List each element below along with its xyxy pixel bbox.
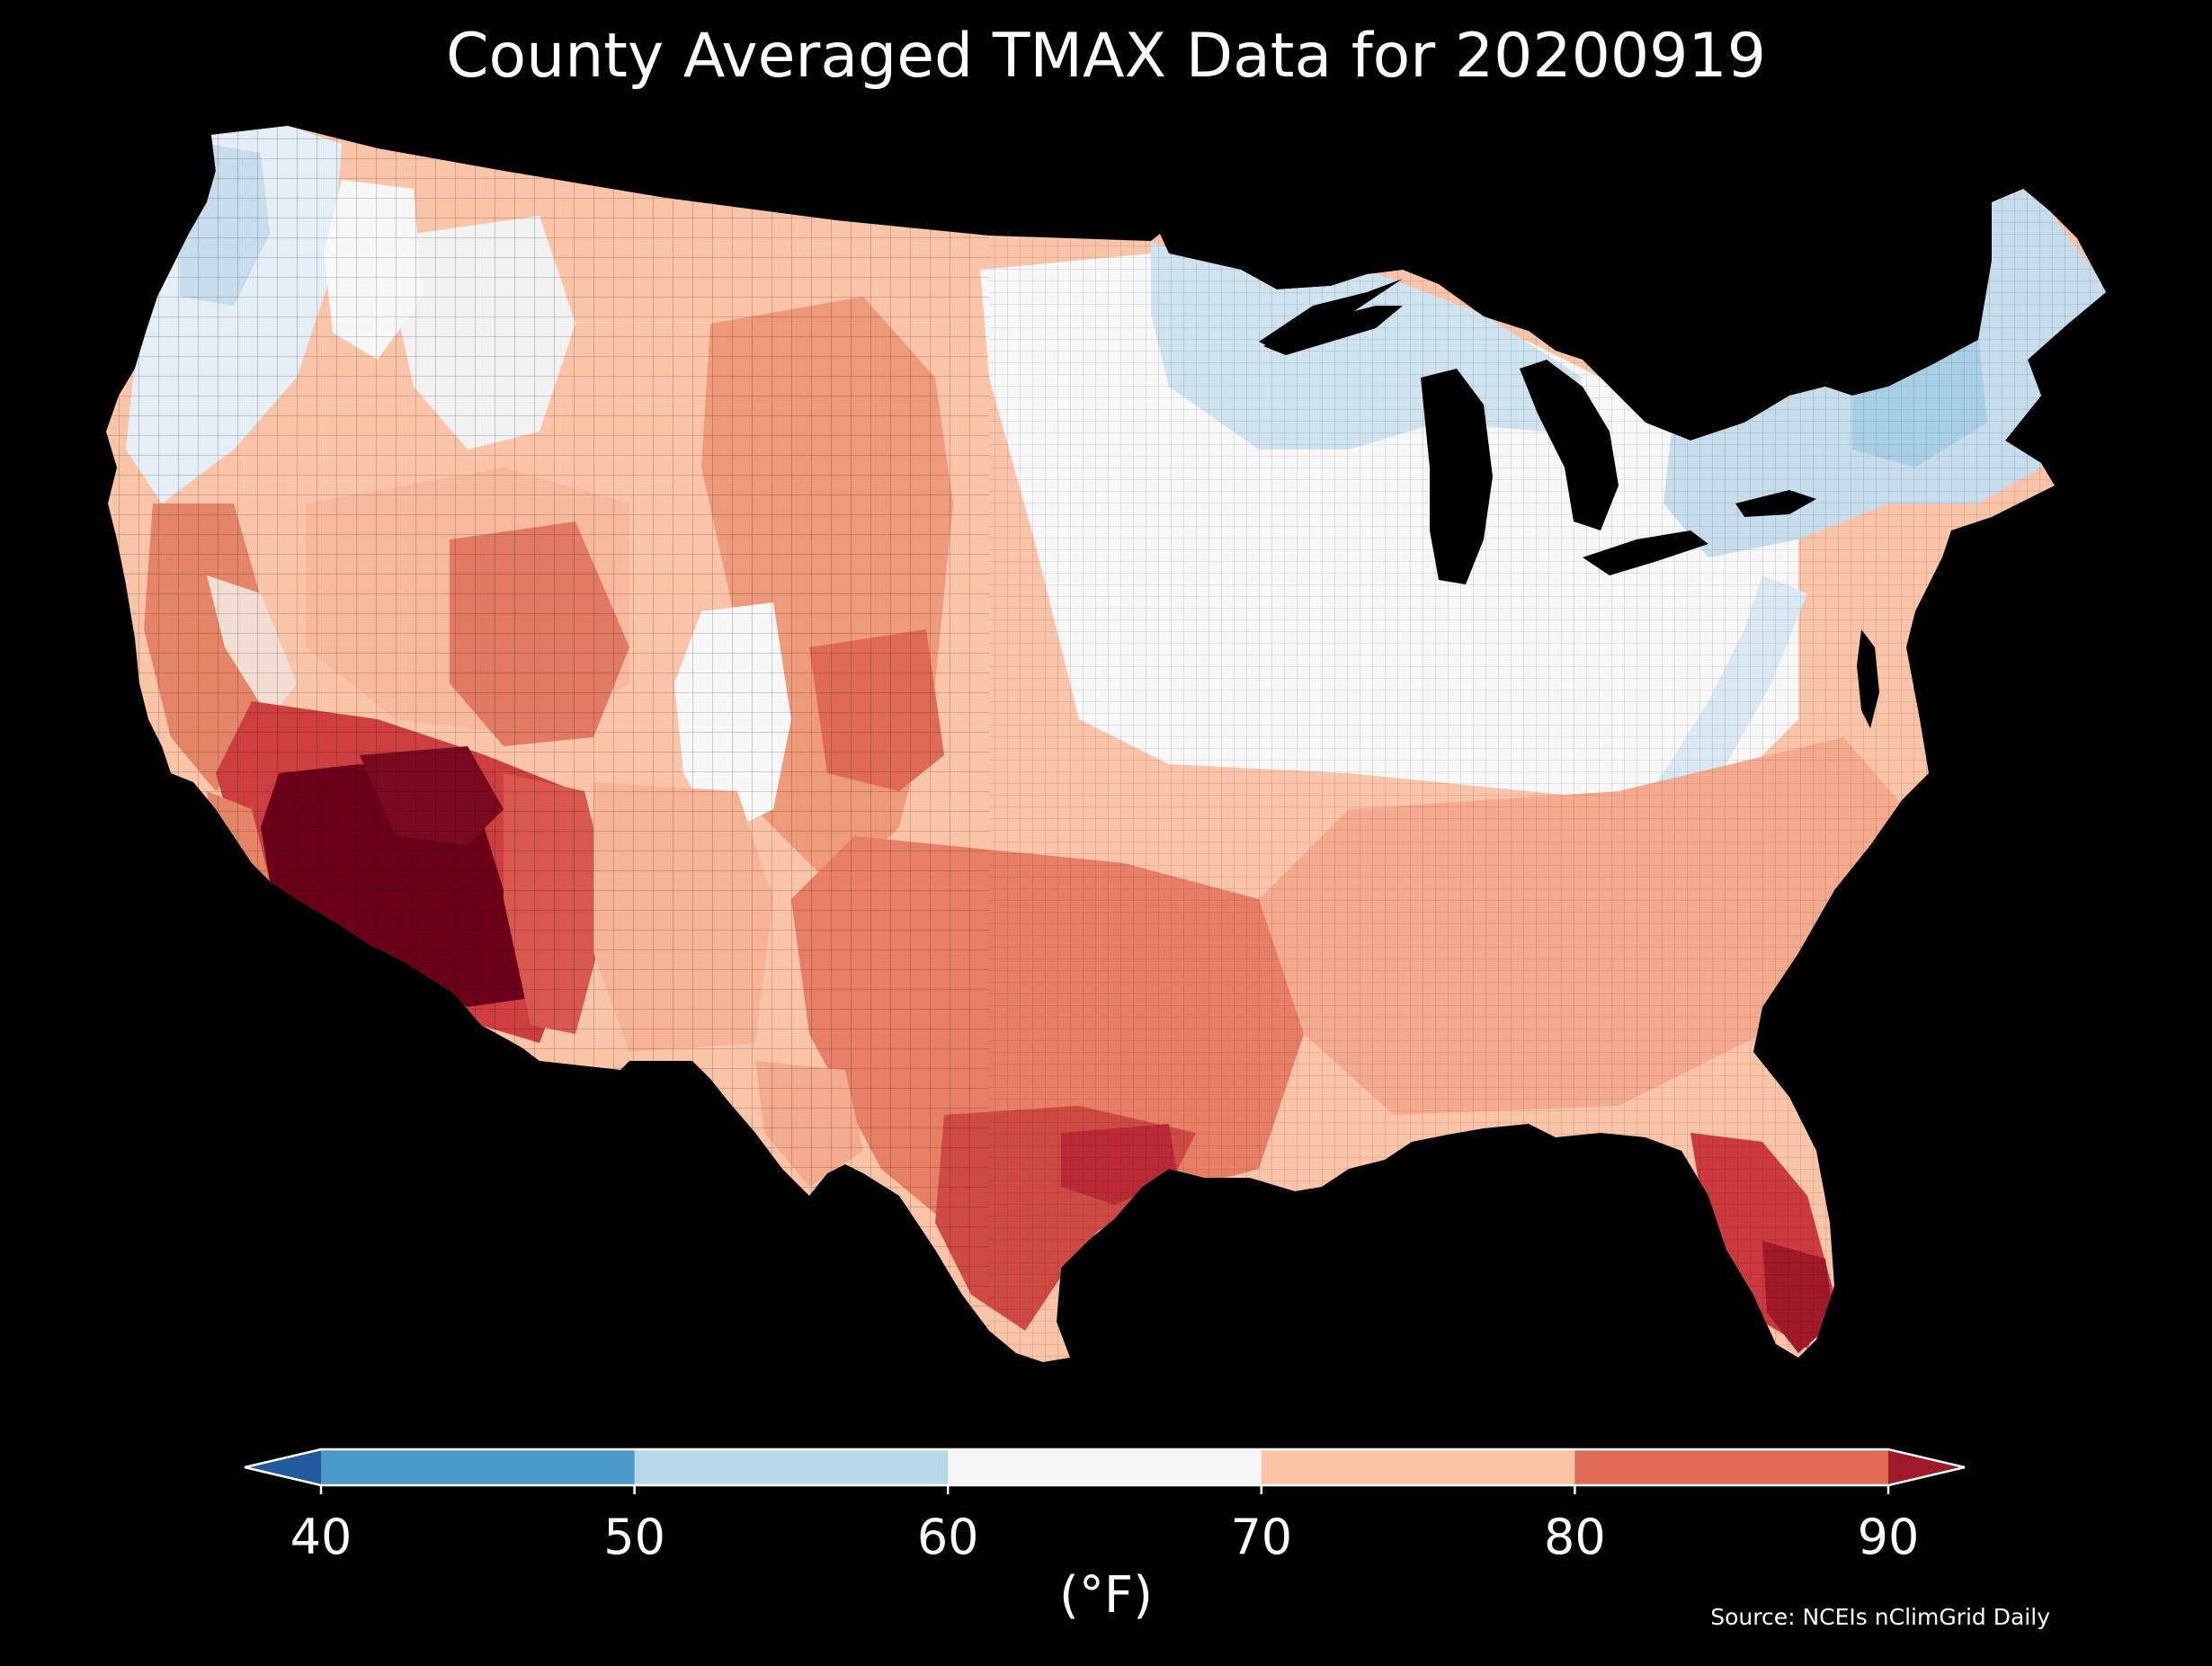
colorbar-bin xyxy=(321,1449,636,1485)
lake-michigan xyxy=(1421,369,1493,584)
colorbar-extend-over xyxy=(1888,1449,1965,1485)
colorbar-bin xyxy=(1261,1449,1575,1485)
lake-superior-main xyxy=(1263,306,1403,355)
colorbar-tick-label: 90 xyxy=(1858,1509,1920,1565)
colorbar-tick-label: 80 xyxy=(1544,1509,1606,1565)
lake-huron xyxy=(1520,360,1619,530)
colorbar-tick-label: 50 xyxy=(603,1509,665,1565)
colorbar-extend-under xyxy=(245,1449,321,1485)
colorbar-group: 40 50 60 70 80 90 xyxy=(244,1448,1966,1565)
lake-erie xyxy=(1583,530,1708,575)
colorbar-tick-label: 40 xyxy=(290,1509,352,1565)
colorbar-bin xyxy=(634,1449,949,1485)
colorbar-tick-label: 60 xyxy=(917,1509,979,1565)
colorbar-unit-label: (°F) xyxy=(1059,1566,1153,1625)
colorbar-bin xyxy=(948,1449,1262,1485)
colorbar-bin xyxy=(1574,1449,1889,1485)
colorbar-tick-label: 70 xyxy=(1230,1509,1292,1565)
great-lakes xyxy=(1259,279,1816,584)
source-note: Source: NCEIs nClimGrid Daily xyxy=(1710,1604,2050,1630)
map-title: County Averaged TMAX Data for 20200919 xyxy=(446,21,1766,92)
lake-ontario xyxy=(1735,490,1816,517)
chesapeake-bay xyxy=(1857,629,1879,728)
